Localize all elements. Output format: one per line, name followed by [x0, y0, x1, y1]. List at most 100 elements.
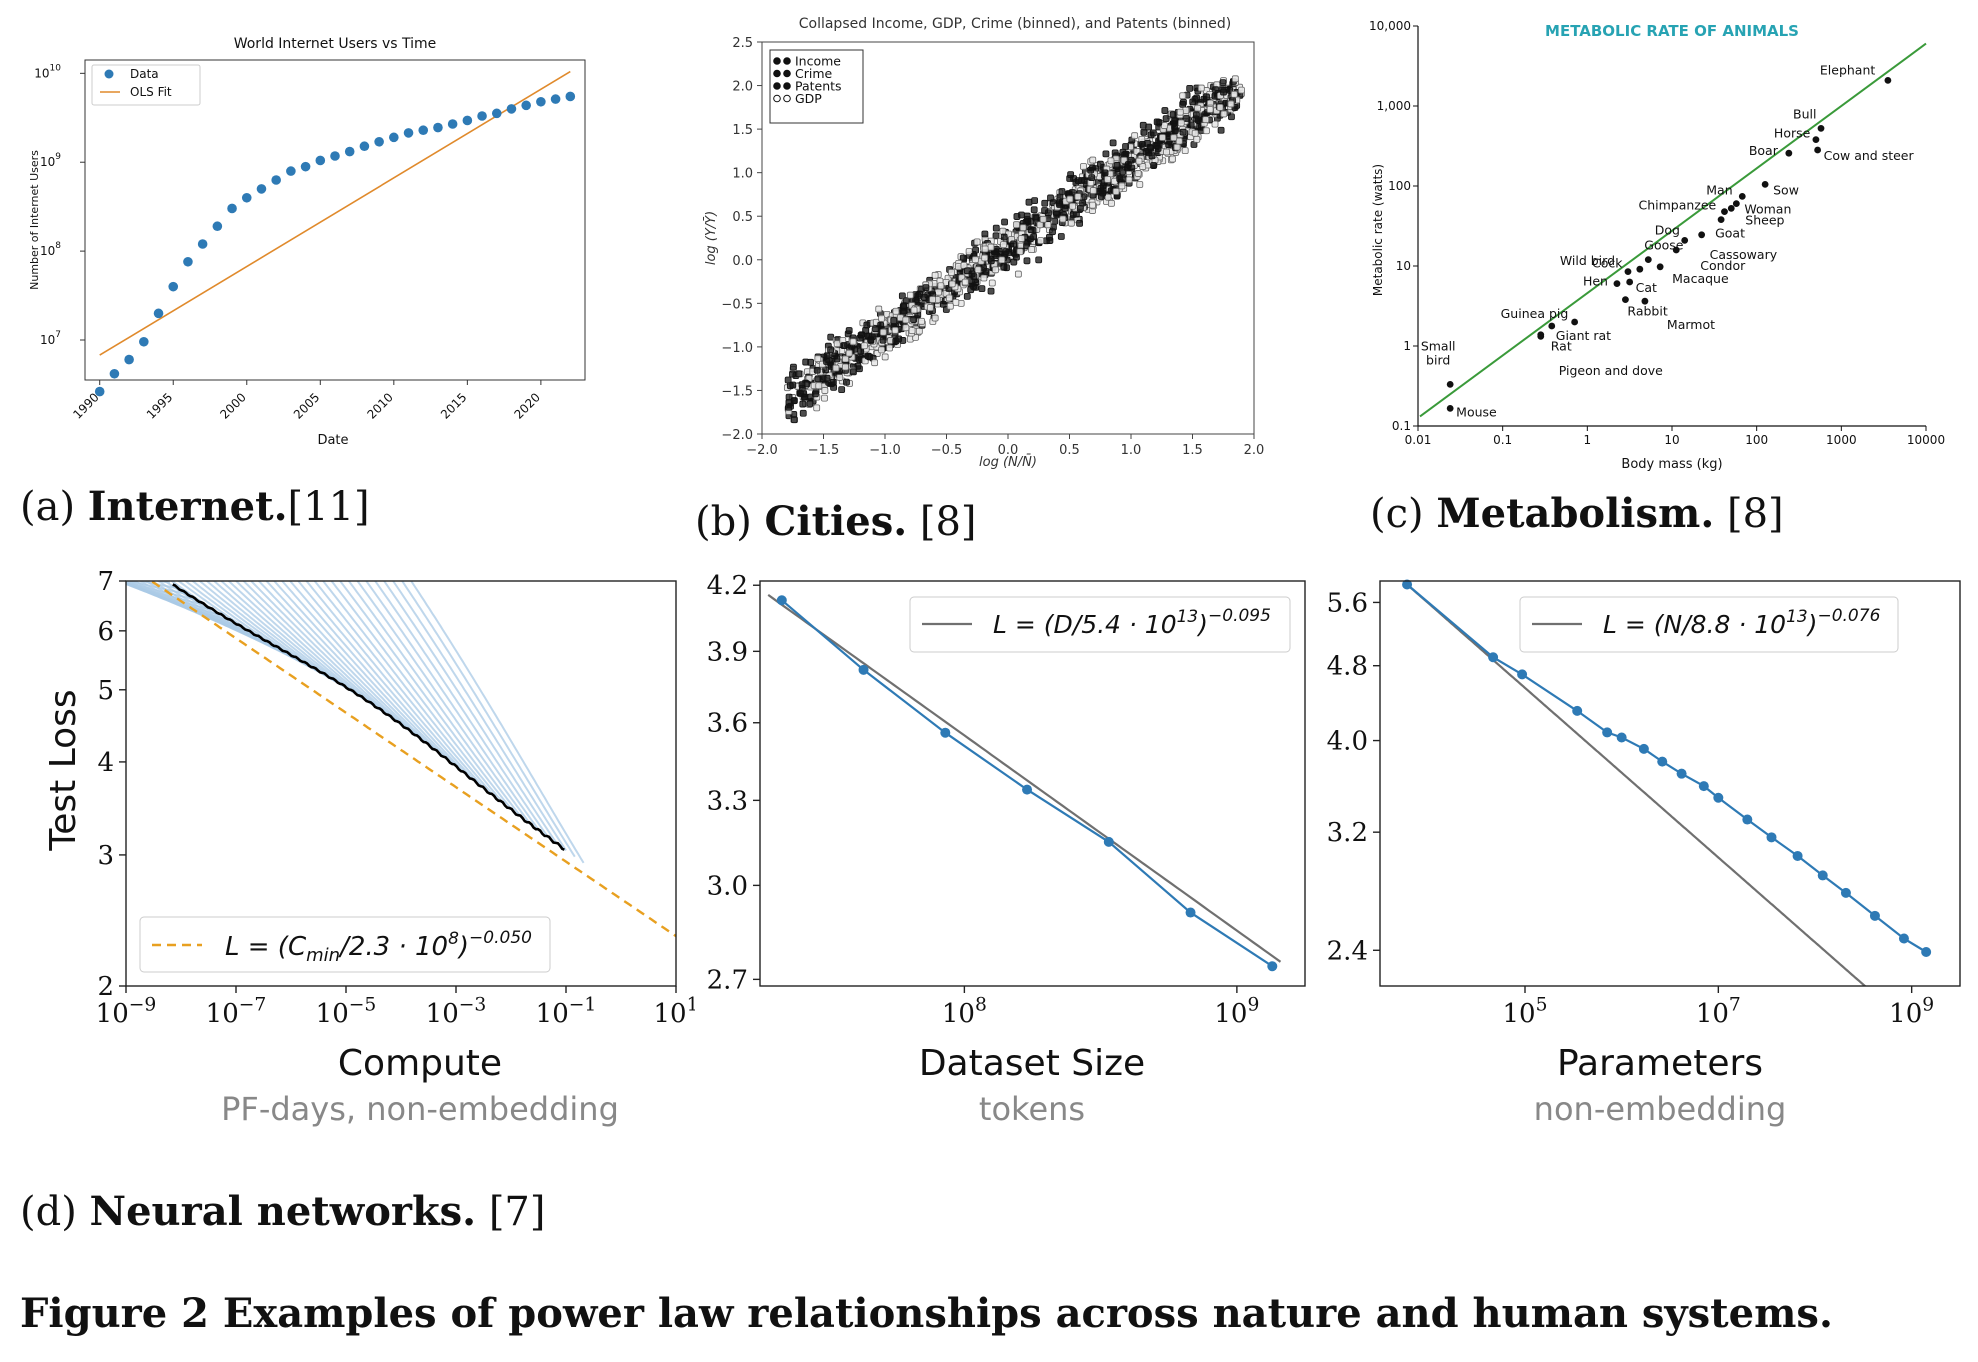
internet-data-point: [109, 368, 120, 379]
cities-data-point: [1112, 188, 1120, 195]
cities-data-point: [991, 250, 999, 258]
metabolism-x-label: Body mass (kg): [1621, 457, 1722, 472]
cities-data-point: [1125, 176, 1133, 184]
compute-training-curve: [382, 581, 559, 845]
cities-data-point: [978, 285, 986, 293]
parameters-data-point: [1402, 579, 1413, 590]
internet-data-point: [403, 128, 414, 138]
dataset-data-point: [1267, 961, 1278, 972]
cities-data-point: [1230, 90, 1238, 98]
dataset-y-tick-label: 4.2: [707, 571, 748, 601]
caption-a-label: (a): [20, 484, 76, 530]
cities-x-tick-label: 0.0: [998, 443, 1019, 458]
dataset-chart: 2.7 3.0 3.3 3.6 3.9 4.2 108 109 L = (D/5.4 · 1…: [707, 571, 1306, 1128]
compute-training-curve: [288, 581, 462, 771]
compute-legend-box: [139, 916, 551, 973]
cities-data-point: [1069, 211, 1077, 218]
cities-data-point: [1039, 215, 1047, 223]
cities-data-point: [785, 393, 793, 401]
cities-data-point: [790, 397, 798, 405]
internet-data-point: [212, 221, 223, 232]
internet-legend-fit-label: OLS Fit: [130, 85, 172, 99]
cities-data-point: [1148, 152, 1156, 160]
cities-data-point: [1144, 139, 1151, 147]
internet-x-tick-label: 2005: [291, 390, 322, 421]
parameters-y-tick-label: 2.4: [1327, 936, 1368, 966]
dataset-y-tick-label: 3.6: [707, 709, 748, 739]
cities-data-point: [856, 356, 864, 364]
cities-chart: Collapsed Income, GDP, Crime (binned), a…: [704, 16, 1264, 470]
parameters-data-point: [1488, 652, 1499, 663]
compute-x-tick-label: 10−5: [316, 994, 377, 1029]
cities-data-point: [910, 306, 918, 314]
parameters-y-tick-label: 4.0: [1327, 727, 1368, 757]
cities-data-point: [972, 279, 980, 286]
cities-data-point: [1118, 182, 1126, 190]
cities-y-tick-label: −0.5: [721, 297, 753, 312]
cities-data-point: [1169, 155, 1176, 163]
compute-chart: 2 3 4 5 6 7 10−9 10−7 10−5 10−3 10−1 101 L = (Cmin…: [43, 567, 696, 1128]
metabolism-x-tick-label: 10: [1664, 433, 1679, 447]
cities-data-point: [823, 352, 831, 360]
cities-data-point: [952, 299, 960, 306]
compute-training-curve: [272, 581, 444, 757]
cities-data-point: [926, 304, 934, 312]
cities-legend-marker: [783, 57, 791, 65]
metabolism-animal-label: Dog: [1655, 222, 1680, 237]
metabolism-animal-label: Guinea pig: [1501, 306, 1569, 321]
cities-data-point: [992, 266, 999, 274]
compute-fit-line: [149, 581, 676, 938]
cities-data-point: [970, 273, 978, 280]
compute-x-tick-label: 101: [654, 994, 696, 1029]
internet-y-tick-label: 109: [40, 152, 61, 169]
cities-data-point: [1068, 219, 1075, 227]
compute-frontier-line: [172, 583, 565, 851]
cities-data-point: [850, 368, 857, 376]
cities-data-point: [1056, 193, 1064, 201]
cities-data-point: [872, 325, 880, 333]
cities-data-point: [1013, 221, 1020, 229]
parameters-y-tick-label: 4.8: [1327, 652, 1368, 682]
dataset-x-label: Dataset Size: [919, 1043, 1145, 1084]
cities-data-point: [843, 378, 850, 386]
parameters-x-tick-label: 109: [1889, 994, 1934, 1029]
metabolism-animal-point: [1656, 263, 1664, 271]
cities-data-point: [836, 374, 844, 381]
compute-training-curve: [321, 581, 497, 799]
cities-legend-label: GDP: [795, 91, 822, 106]
parameters-data-point: [1766, 832, 1777, 843]
internet-data-point: [315, 155, 326, 166]
cities-data-point: [931, 271, 939, 279]
cities-data-point: [1087, 166, 1095, 174]
cities-data-point: [1089, 201, 1096, 209]
cities-data-point: [1119, 168, 1126, 176]
compute-x-tick-label: 10−3: [426, 994, 487, 1029]
cities-data-point: [892, 337, 900, 345]
metabolism-animal-point: [1644, 256, 1652, 263]
metabolism-animal-label: Cow and steer: [1824, 148, 1915, 163]
compute-y-tick-label: 7: [97, 567, 114, 597]
cities-data-point: [857, 347, 865, 355]
cities-data-point: [827, 333, 835, 341]
internet-y-tick-label: 108: [40, 241, 61, 258]
cities-data-point: [845, 327, 853, 334]
caption-d-label: (d): [20, 1189, 77, 1235]
cities-data-point: [823, 374, 831, 382]
cities-data-point: [915, 327, 923, 335]
metabolism-y-tick-label: 0.1: [1392, 419, 1411, 433]
cities-chart-title: Collapsed Income, GDP, Crime (binned), a…: [799, 16, 1232, 32]
cities-data-point: [1171, 127, 1179, 135]
cities-data-point: [1140, 128, 1148, 136]
caption-b: (b) Cities. [8]: [695, 498, 977, 545]
cities-data-point: [1189, 98, 1197, 106]
cities-x-tick-label: 1.5: [1182, 443, 1203, 458]
dataset-y-tick-label: 2.7: [707, 965, 748, 995]
cities-data-point: [861, 342, 868, 350]
cities-data-point: [1180, 98, 1187, 106]
metabolism-animal-label: Sow: [1773, 182, 1799, 197]
compute-y-tick-label: 6: [97, 617, 114, 647]
cities-data-point: [973, 238, 981, 246]
parameters-x-label: Parameters: [1557, 1043, 1763, 1084]
cities-data-point: [1079, 199, 1087, 207]
cities-data-point: [1032, 213, 1040, 221]
